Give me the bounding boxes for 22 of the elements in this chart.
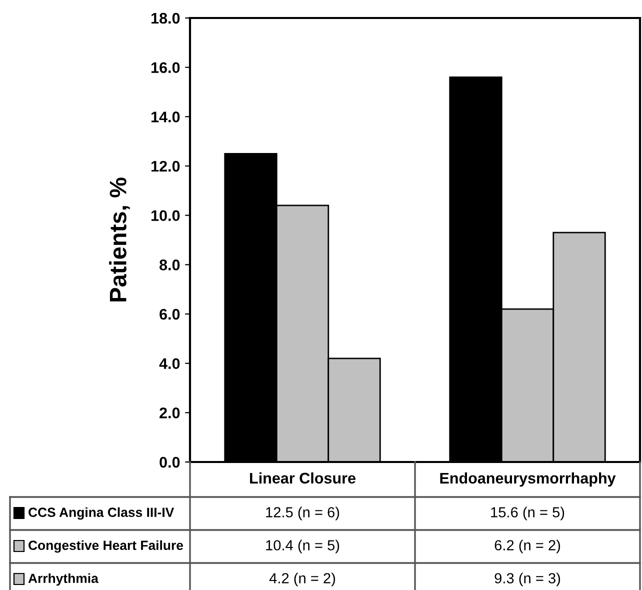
data-label: 12.5 (n = 6) <box>266 506 340 520</box>
legend-label: Congestive Heart Failure <box>28 540 183 553</box>
y-tick-label: 0.0 <box>160 456 180 468</box>
y-axis-title: Patients, % <box>109 178 130 302</box>
data-label: 10.4 (n = 5) <box>266 540 340 554</box>
y-tick-label: 12.0 <box>152 160 180 172</box>
x-tick-label: Linear Closure <box>250 472 356 484</box>
y-tick-label: 8.0 <box>160 260 180 270</box>
y-tick-label: 2.0 <box>160 408 180 418</box>
y-tick-label: 6.0 <box>160 308 180 320</box>
y-tick-label: 4.0 <box>159 358 180 370</box>
y-tick-label: 10.0 <box>152 210 180 222</box>
x-tick-label: Endoaneurysmorrhaphy <box>440 472 616 487</box>
data-label: 9.3 (n = 3) <box>494 572 560 586</box>
y-tick-label: 14.0 <box>152 112 180 122</box>
data-label: 6.2 (n = 2) <box>494 540 560 554</box>
data-label: 4.2 (n = 2) <box>269 572 336 586</box>
legend-label: Arrhythmia <box>28 573 98 586</box>
legend-label: CCS Angina Class III-IV <box>28 507 174 520</box>
y-tick-label: 16.0 <box>152 62 180 74</box>
data-label: 15.6 (n = 5) <box>491 506 564 520</box>
y-tick-label: 18.0 <box>152 12 180 24</box>
